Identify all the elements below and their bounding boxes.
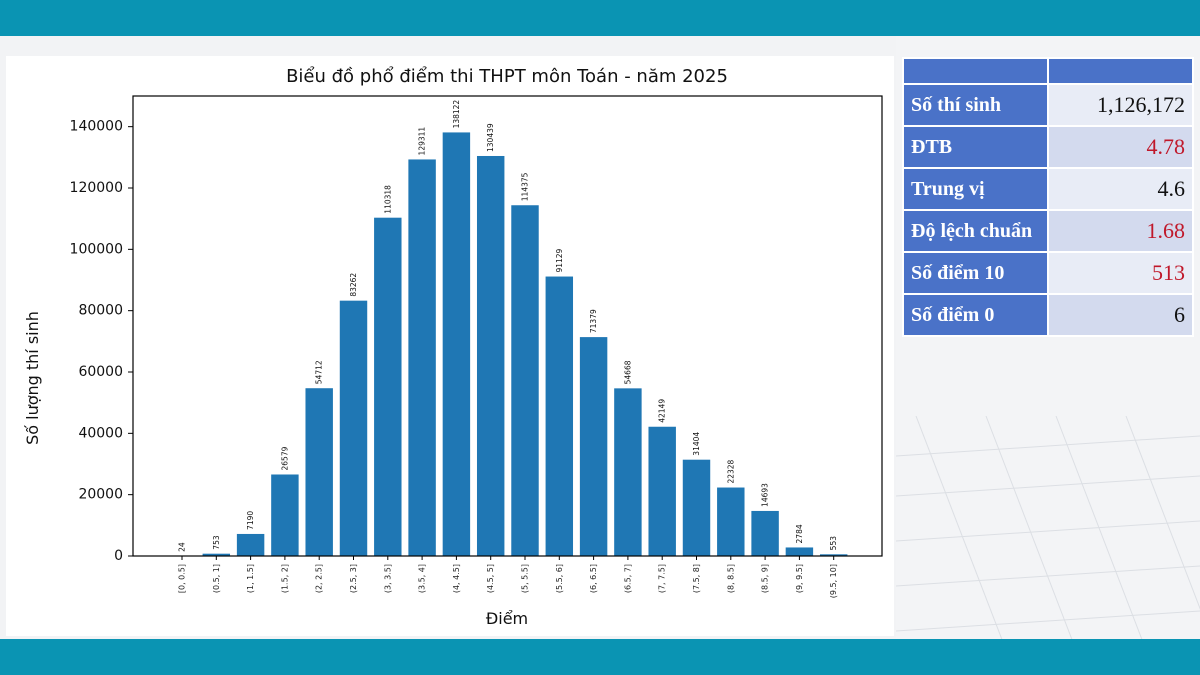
bar [476,155,505,556]
x-axis-label: Điểm [486,609,528,628]
bar-value-label: 42149 [658,399,667,423]
bar [511,205,539,556]
bar-value-label: 138122 [452,100,461,129]
x-tick-label: [0, 0.5] [178,564,187,593]
bar-value-label: 91129 [555,248,564,272]
table-row: Số điểm 10 513 [902,251,1194,295]
bar [648,426,676,556]
stat-label: Số thí sinh [902,83,1049,127]
x-tick-label: (0.5, 1] [212,564,221,593]
bar [236,533,265,556]
y-tick-label: 0 [114,548,123,564]
bar-value-label: 129311 [418,127,427,156]
bar [819,554,848,556]
chart-panel: Biểu đồ phổ điểm thi THPT môn Toán - năm… [6,56,894,636]
x-tick-label: (3.5, 4] [418,564,427,593]
bar-value-label: 553 [829,536,838,551]
plot-frame [132,95,883,557]
x-tick-label: (9.5, 10] [829,564,838,598]
stat-label: Số điểm 10 [902,251,1049,295]
y-tick-label: 120000 [70,180,123,196]
bar-value-label: 114375 [521,172,530,201]
bar-value-label: 54668 [623,360,632,384]
bar-value-label: 54712 [315,360,324,384]
table-row: Số điểm 0 6 [902,293,1194,337]
stat-value: 6 [1047,293,1194,337]
bar-value-label: 26579 [280,446,289,470]
y-axis-label: Số lượng thí sinh [23,311,42,445]
stat-value: 1,126,172 [1047,83,1194,127]
bar [408,159,436,556]
stat-value: 4.78 [1047,125,1194,169]
x-tick-label: (8.5, 9] [761,564,770,593]
bar [202,553,231,556]
table-row: Độ lệch chuẩn 1.68 [902,209,1194,253]
y-tick-label: 20000 [78,487,123,503]
table-header-row [902,57,1194,85]
bar [374,217,402,556]
x-tick-label: (3, 3.5] [383,564,392,593]
y-tick-label: 80000 [78,303,123,319]
x-tick-label: (4, 4.5] [452,564,461,593]
stat-value: 513 [1047,251,1194,295]
x-tick-label: (1, 1.5] [246,564,255,593]
bar-value-label: 110318 [383,185,392,214]
x-tick-label: (1.5, 2] [280,564,289,593]
y-tick-label: 140000 [70,119,123,135]
x-tick-label: (5, 5.5] [521,564,530,593]
bar [305,388,333,556]
chart-title: Biểu đồ phổ điểm thi THPT môn Toán - năm… [286,66,728,87]
table-row: Trung vị 4.6 [902,167,1194,211]
x-tick-label: (4.5, 5] [486,564,495,593]
bar-value-label: 130439 [486,123,495,152]
bar-value-label: 83262 [349,273,358,297]
x-tick-label: (9, 9.5] [795,564,804,593]
stat-label: Số điểm 0 [902,293,1049,337]
bar-value-label: 22328 [726,459,735,483]
bar [785,547,814,556]
bar-value-label: 71379 [589,309,598,333]
bar-value-label: 7190 [246,511,255,530]
bar [682,459,711,556]
bottom-banner [0,639,1200,675]
bar [271,474,299,556]
stat-value: 4.6 [1047,167,1194,211]
x-tick-label: (8, 8.5] [726,564,735,593]
score-distribution-chart: Biểu đồ phổ điểm thi THPT môn Toán - năm… [23,66,883,628]
statistics-table: Số thí sinh 1,126,172 ĐTB 4.78 Trung vị … [902,57,1194,337]
bar-value-label: 24 [178,542,187,552]
bar [545,276,574,556]
bar [614,388,642,556]
bar [442,132,471,556]
x-tick-label: (7.5, 8] [692,564,701,593]
table-row: Số thí sinh 1,126,172 [902,83,1194,127]
bar-value-label: 2784 [795,524,804,543]
bar [339,300,368,556]
x-tick-label: (6, 6.5] [589,564,598,593]
bar [579,337,608,556]
x-tick-label: (2.5, 3] [349,564,358,593]
bar [751,510,779,556]
x-tick-label: (2, 2.5] [315,564,324,593]
stat-label: ĐTB [902,125,1049,169]
table-row: ĐTB 4.78 [902,125,1194,169]
grid-pattern-decoration [896,416,1200,639]
x-tick-label: (6.5, 7] [623,564,632,593]
bar [717,487,745,556]
y-tick-label: 100000 [70,241,123,257]
y-tick-label: 60000 [78,364,123,380]
top-banner [0,0,1200,36]
bar-value-label: 31404 [692,432,701,456]
stat-value: 1.68 [1047,209,1194,253]
stat-label: Trung vị [902,167,1049,211]
x-tick-label: (7, 7.5] [658,564,667,593]
bar-value-label: 14693 [761,483,770,507]
x-tick-label: (5.5, 6] [555,564,564,593]
stat-label: Độ lệch chuẩn [902,209,1049,253]
y-tick-label: 40000 [78,425,123,441]
bar-value-label: 753 [212,535,221,550]
